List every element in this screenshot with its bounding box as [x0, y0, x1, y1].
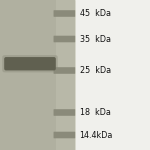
- Text: 18  kDa: 18 kDa: [80, 108, 110, 117]
- FancyBboxPatch shape: [54, 132, 75, 138]
- FancyBboxPatch shape: [0, 0, 75, 150]
- Text: 35  kDa: 35 kDa: [80, 34, 111, 43]
- FancyBboxPatch shape: [54, 36, 75, 42]
- Text: 14.4kDa: 14.4kDa: [80, 130, 113, 140]
- FancyBboxPatch shape: [54, 67, 75, 74]
- FancyBboxPatch shape: [54, 10, 75, 17]
- Text: 25  kDa: 25 kDa: [80, 66, 111, 75]
- FancyBboxPatch shape: [54, 109, 75, 116]
- FancyBboxPatch shape: [4, 57, 56, 70]
- Text: 45  kDa: 45 kDa: [80, 9, 111, 18]
- FancyBboxPatch shape: [2, 55, 58, 72]
- FancyBboxPatch shape: [56, 0, 75, 150]
- FancyBboxPatch shape: [75, 0, 150, 150]
